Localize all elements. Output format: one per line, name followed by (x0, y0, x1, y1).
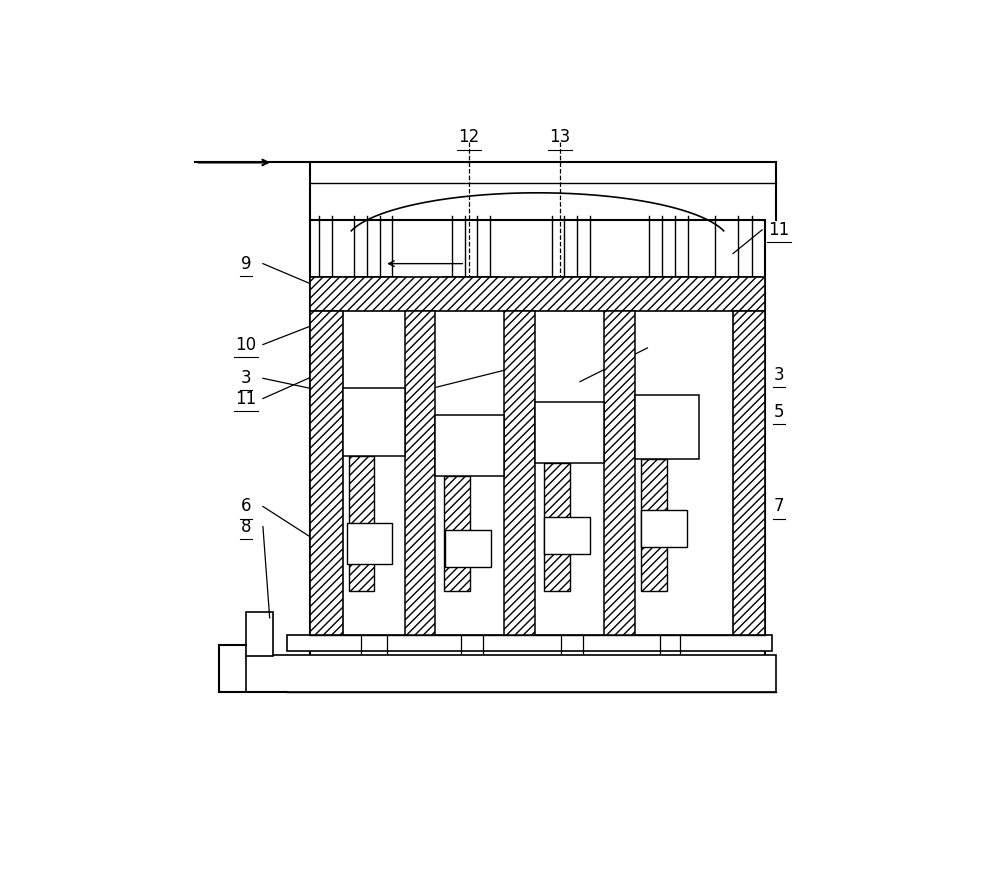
Text: 5: 5 (774, 403, 784, 421)
Text: 10: 10 (236, 336, 257, 354)
Text: 7: 7 (774, 498, 784, 515)
Bar (347, 523, 392, 564)
Bar (246, 655, 776, 692)
Text: 8: 8 (241, 518, 251, 536)
Bar (349, 456, 374, 590)
Bar (504, 311, 535, 634)
Bar (435, 415, 504, 477)
Text: 3: 3 (241, 370, 251, 387)
Bar (310, 311, 343, 634)
Text: 11: 11 (235, 390, 257, 407)
Text: 3: 3 (774, 366, 784, 384)
Text: 12: 12 (458, 129, 479, 146)
Bar (405, 311, 435, 634)
Bar (445, 530, 491, 567)
Bar (604, 311, 635, 634)
Bar (287, 634, 772, 652)
Bar (310, 277, 765, 311)
Bar (635, 395, 699, 459)
Text: 11: 11 (768, 221, 790, 239)
Text: 6: 6 (241, 498, 251, 515)
Text: 13: 13 (549, 129, 570, 146)
Bar (733, 311, 765, 634)
Bar (641, 459, 667, 590)
Bar (641, 510, 687, 547)
Bar (535, 402, 604, 463)
Bar (544, 463, 570, 590)
Bar (310, 220, 765, 678)
Text: 9: 9 (241, 255, 251, 272)
Bar (444, 477, 470, 590)
Bar (343, 388, 405, 456)
Bar (246, 612, 273, 656)
Bar (544, 517, 590, 554)
